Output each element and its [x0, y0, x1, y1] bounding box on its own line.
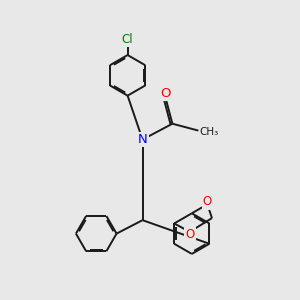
Text: O: O: [185, 228, 194, 241]
Text: O: O: [160, 87, 171, 100]
Text: CH₃: CH₃: [200, 127, 219, 137]
Text: N: N: [138, 133, 147, 146]
Text: Cl: Cl: [122, 33, 134, 46]
Text: O: O: [203, 196, 212, 208]
